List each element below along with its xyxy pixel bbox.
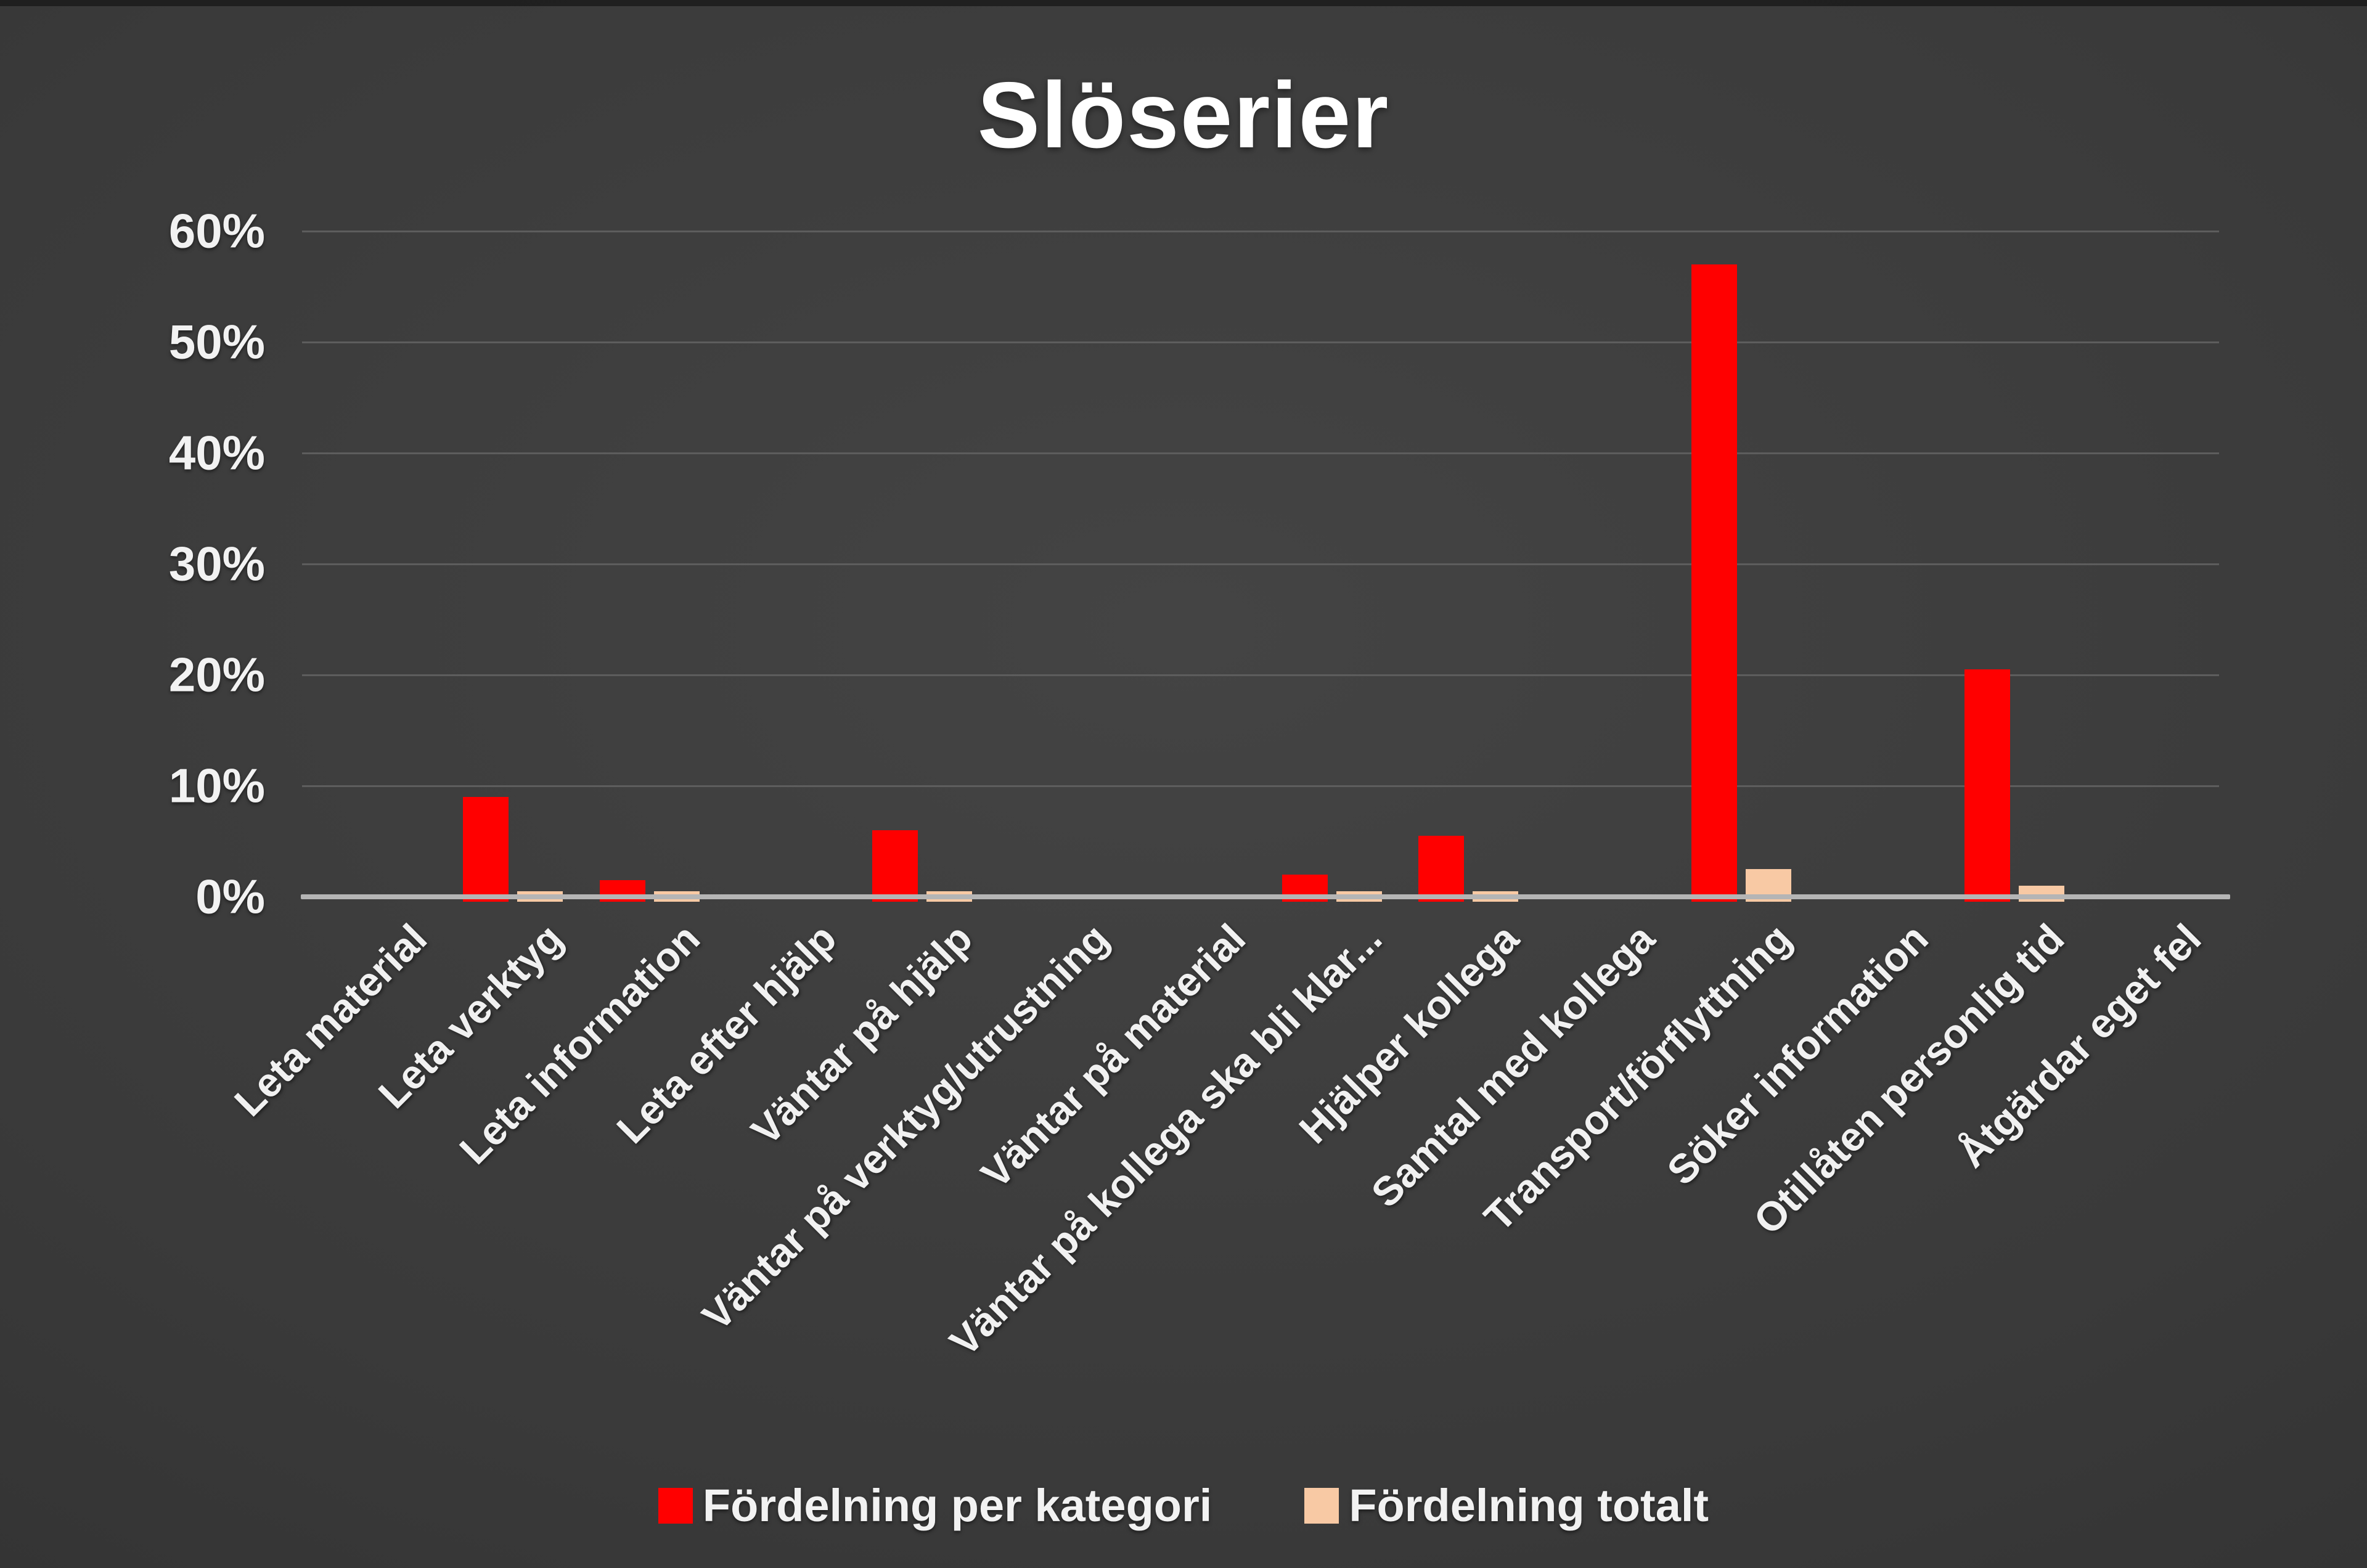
chart-title: Slöserier [977, 63, 1390, 168]
gridline-50% [302, 341, 2219, 343]
y-axis-tick-label: 10% [168, 758, 265, 813]
y-axis-tick-label: 20% [168, 647, 265, 702]
x-category-label-3: Leta information [450, 915, 708, 1173]
legend-item-per-kategori: Fördelning per kategori [658, 1479, 1212, 1532]
gridline-40% [302, 452, 2219, 454]
x-category-label-14: Åtgärdar eget fel [1948, 915, 2210, 1176]
bar-per-kategori-2 [463, 797, 509, 902]
y-axis-tick-label: 40% [168, 425, 265, 480]
bar-per-kategori-11 [1691, 264, 1737, 902]
legend-label: Fördelning totalt [1349, 1480, 1709, 1531]
bar-totalt-13 [2018, 886, 2064, 902]
legend-item-totalt: Fördelning totalt [1304, 1479, 1709, 1532]
y-axis-tick-label: 0% [195, 869, 265, 924]
x-category-label-12: Söker information [1658, 915, 1937, 1194]
bar-per-kategori-5 [872, 830, 918, 902]
bar-per-kategori-13 [1964, 669, 2010, 902]
legend-label: Fördelning per kategori [702, 1480, 1212, 1531]
gridline-30% [302, 563, 2219, 565]
chart-legend: Fördelning per kategori Fördelning totalt [0, 1479, 2367, 1532]
x-axis-baseline [301, 894, 2230, 899]
x-category-label-7: Väntar på material [972, 915, 1254, 1197]
gridline-10% [302, 785, 2219, 787]
gridline-60% [302, 231, 2219, 232]
window-top-edge [0, 0, 2367, 6]
bar-per-kategori-9 [1418, 836, 1465, 902]
legend-swatch-totalt [1304, 1487, 1339, 1524]
legend-swatch-per-kategori [658, 1487, 693, 1524]
y-axis-tick-label: 60% [168, 203, 265, 258]
y-axis-tick-label: 50% [168, 314, 265, 369]
y-axis-tick-label: 30% [168, 536, 265, 591]
gridline-20% [302, 674, 2219, 676]
